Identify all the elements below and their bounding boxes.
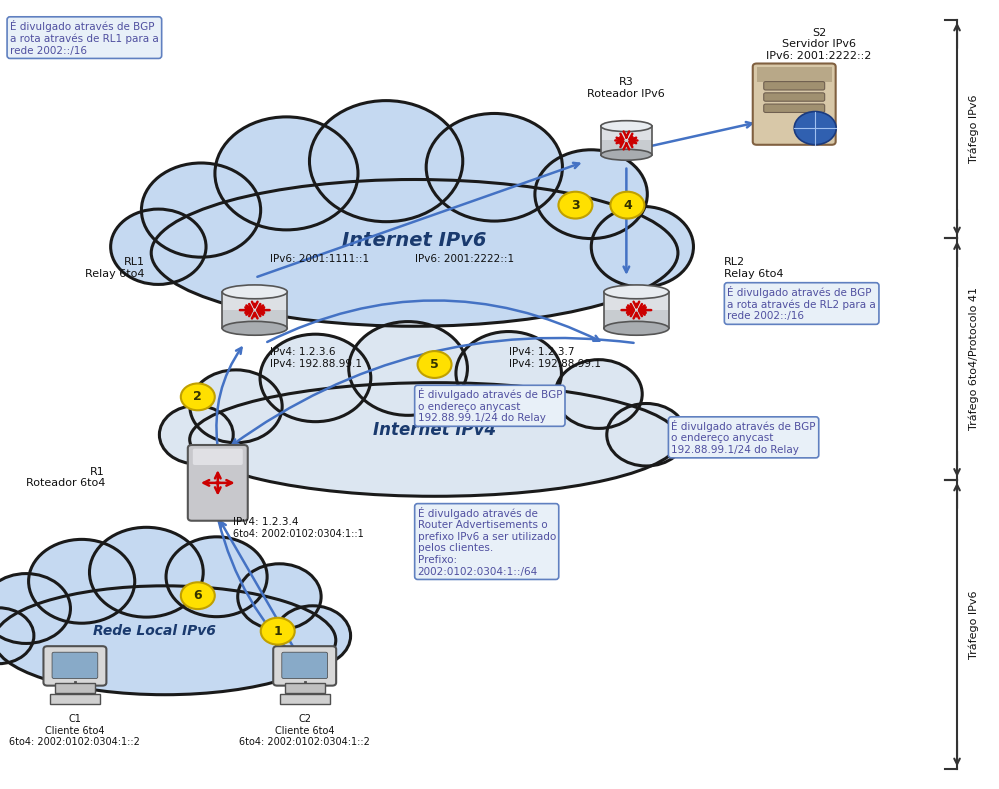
Bar <box>55 683 95 693</box>
FancyBboxPatch shape <box>188 445 248 521</box>
Text: R3
Roteador IPv6: R3 Roteador IPv6 <box>587 77 665 99</box>
Text: Internet IPv6: Internet IPv6 <box>343 231 487 250</box>
Circle shape <box>275 606 351 666</box>
Ellipse shape <box>222 321 288 335</box>
Text: Tráfego 6to4/Protocolo 41: Tráfego 6to4/Protocolo 41 <box>969 287 979 431</box>
Circle shape <box>111 209 206 284</box>
Text: 3: 3 <box>571 199 579 211</box>
Text: É divulgado através de BGP
a rota através de RL1 para a
rede 2002::/16: É divulgado através de BGP a rota atravé… <box>10 20 159 55</box>
Text: IPv6: 2001:2222::1: IPv6: 2001:2222::1 <box>416 254 514 264</box>
Bar <box>222 292 288 310</box>
Circle shape <box>0 574 71 644</box>
Circle shape <box>29 540 135 623</box>
Text: IPv4: 1.2.3.4: IPv4: 1.2.3.4 <box>233 517 299 527</box>
Bar <box>603 292 669 328</box>
Circle shape <box>142 163 261 257</box>
Text: 2: 2 <box>194 391 202 403</box>
Ellipse shape <box>222 285 288 299</box>
Circle shape <box>215 117 358 230</box>
Circle shape <box>456 331 561 415</box>
Ellipse shape <box>190 383 679 496</box>
Bar <box>50 694 100 704</box>
Ellipse shape <box>600 149 652 160</box>
FancyBboxPatch shape <box>52 653 98 679</box>
Bar <box>600 126 652 155</box>
Circle shape <box>0 608 34 664</box>
Circle shape <box>794 111 836 144</box>
Text: 4: 4 <box>623 199 631 211</box>
Circle shape <box>610 192 644 219</box>
Text: C2
Cliente 6to4
6to4: 2002:0102:0304:1::2: C2 Cliente 6to4 6to4: 2002:0102:0304:1::… <box>239 714 371 747</box>
Text: É divulgado através de BGP
o endereço anycast
192.88.99.1/24 do Relay: É divulgado através de BGP o endereço an… <box>671 420 816 455</box>
Circle shape <box>181 582 215 609</box>
Text: 5: 5 <box>431 358 439 371</box>
Ellipse shape <box>0 585 336 695</box>
FancyBboxPatch shape <box>753 64 835 145</box>
Bar <box>285 683 325 693</box>
Circle shape <box>166 537 267 617</box>
Circle shape <box>427 114 562 221</box>
FancyBboxPatch shape <box>282 653 328 679</box>
Ellipse shape <box>603 285 669 299</box>
Bar <box>600 126 652 140</box>
Bar <box>222 292 288 328</box>
Circle shape <box>261 618 295 645</box>
Circle shape <box>160 406 233 464</box>
FancyBboxPatch shape <box>764 93 825 101</box>
FancyBboxPatch shape <box>193 449 243 465</box>
Circle shape <box>606 403 686 466</box>
Text: 6: 6 <box>194 589 202 602</box>
Text: RL2
Relay 6to4: RL2 Relay 6to4 <box>724 257 784 279</box>
Bar <box>757 67 831 82</box>
Bar <box>280 694 330 704</box>
Ellipse shape <box>603 321 669 335</box>
Circle shape <box>310 101 463 222</box>
Circle shape <box>90 527 203 617</box>
Circle shape <box>555 360 642 428</box>
Circle shape <box>190 370 282 443</box>
Text: IPv6: 2001:1111::1: IPv6: 2001:1111::1 <box>270 254 369 264</box>
Circle shape <box>260 335 371 421</box>
Text: 6to4: 2002:0102:0304:1::1: 6to4: 2002:0102:0304:1::1 <box>233 529 364 539</box>
Text: Tráfego IPv6: Tráfego IPv6 <box>969 591 979 659</box>
Text: S2
Servidor IPv6
IPv6: 2001:2222::2: S2 Servidor IPv6 IPv6: 2001:2222::2 <box>766 28 872 61</box>
FancyBboxPatch shape <box>44 646 106 686</box>
Text: Rede Local IPv6: Rede Local IPv6 <box>94 624 216 638</box>
Circle shape <box>418 351 452 378</box>
Circle shape <box>534 150 647 238</box>
Text: É divulgado através de BGP
a rota através de RL2 para a
rede 2002::/16: É divulgado através de BGP a rota atravé… <box>727 286 876 321</box>
FancyBboxPatch shape <box>764 81 825 90</box>
FancyBboxPatch shape <box>273 646 336 686</box>
Ellipse shape <box>600 121 652 132</box>
Ellipse shape <box>151 180 678 327</box>
Circle shape <box>181 383 215 410</box>
Text: C1
Cliente 6to4
6to4: 2002:0102:0304:1::2: C1 Cliente 6to4 6to4: 2002:0102:0304:1::… <box>9 714 141 747</box>
Text: IPv4: 1.2.3.7
IPv4: 192.88.99.1: IPv4: 1.2.3.7 IPv4: 192.88.99.1 <box>509 347 601 368</box>
Text: IPv4: 1.2.3.6
IPv4: 192.88.99.1: IPv4: 1.2.3.6 IPv4: 192.88.99.1 <box>270 347 362 368</box>
Text: 1: 1 <box>274 625 282 638</box>
Circle shape <box>349 322 468 415</box>
Text: R1
Roteador 6to4: R1 Roteador 6to4 <box>26 466 105 488</box>
Circle shape <box>591 207 693 287</box>
Text: RL1
Relay 6to4: RL1 Relay 6to4 <box>85 257 145 279</box>
FancyBboxPatch shape <box>764 104 825 113</box>
Text: Internet IPv4: Internet IPv4 <box>373 421 497 439</box>
Bar <box>603 292 669 310</box>
Text: Tráfego IPv6: Tráfego IPv6 <box>969 95 979 163</box>
Text: É divulgado através de BGP
o endereço anycast
192.88.99.1/24 do Relay: É divulgado através de BGP o endereço an… <box>418 388 562 424</box>
Circle shape <box>238 564 321 630</box>
Text: É divulgado através de
Router Advertisements o
prefixo IPv6 a ser utilizado
pelo: É divulgado através de Router Advertisem… <box>418 507 555 577</box>
Circle shape <box>558 192 592 219</box>
